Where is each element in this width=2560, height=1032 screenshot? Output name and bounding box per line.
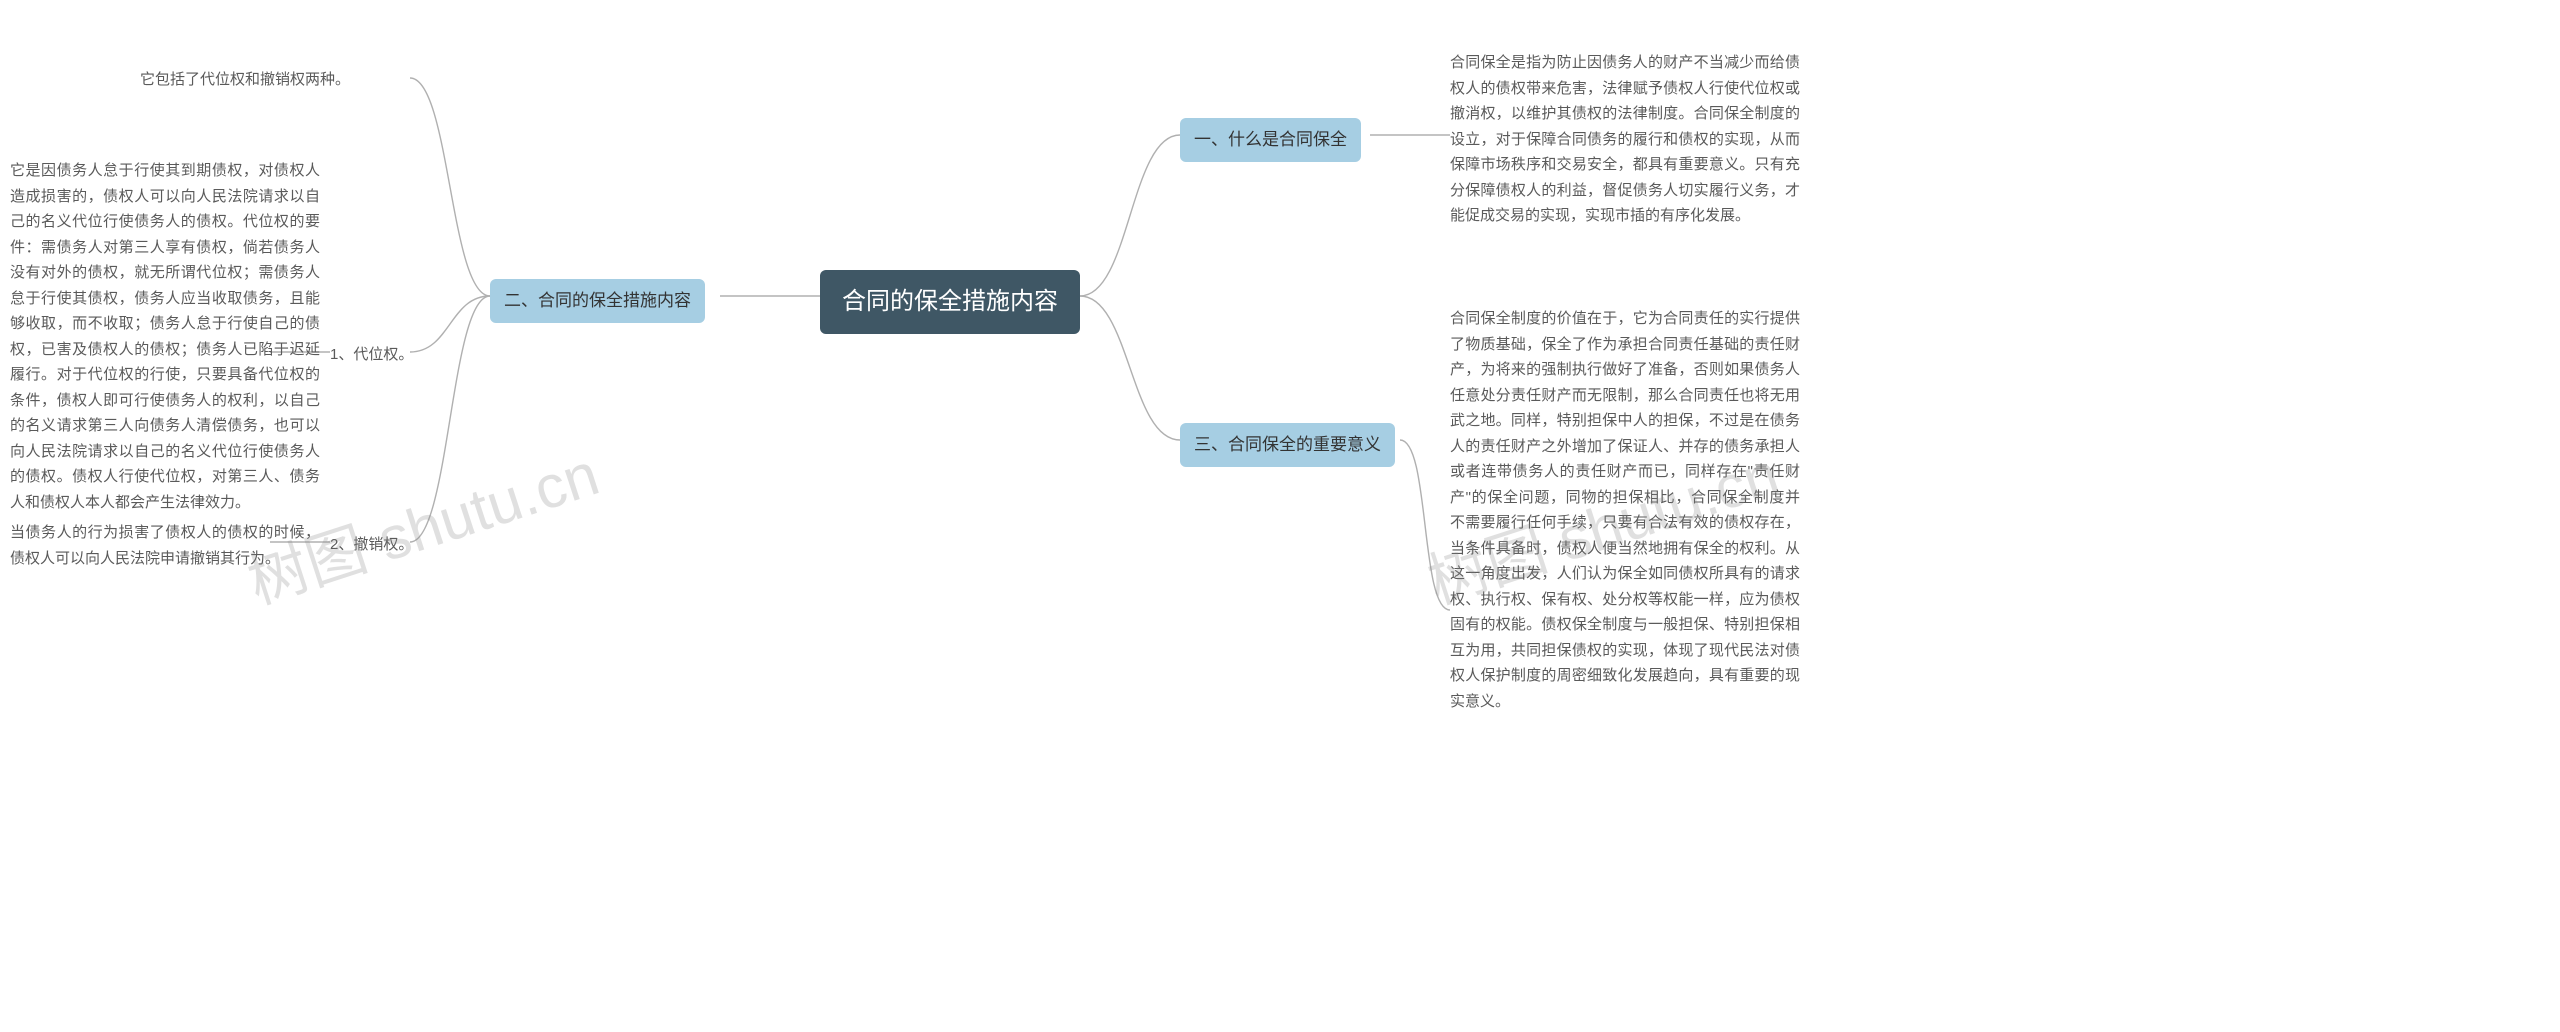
leaf-measures-intro: 它包括了代位权和撤销权两种。 xyxy=(140,68,350,92)
sub-daiwei-label: 1、代位权。 xyxy=(330,343,413,367)
sub-chexiao-body: 当债务人的行为损害了债权人的债权的时候，债权人可以向人民法院申请撤销其行为。 xyxy=(10,520,320,571)
sub-chexiao-label: 2、撤销权。 xyxy=(330,533,413,557)
branch-what-is: 一、什么是合同保全 xyxy=(1180,118,1361,162)
root-node: 合同的保全措施内容 xyxy=(820,270,1080,334)
branch-significance: 三、合同保全的重要意义 xyxy=(1180,423,1395,467)
sub-daiwei-body: 它是因债务人怠于行使其到期债权，对债权人造成损害的，债权人可以向人民法院请求以自… xyxy=(10,158,320,515)
branch-measures: 二、合同的保全措施内容 xyxy=(490,279,705,323)
leaf-significance-body: 合同保全制度的价值在于，它为合同责任的实行提供了物质基础，保全了作为承担合同责任… xyxy=(1450,306,1800,714)
leaf-what-is-body: 合同保全是指为防止因债务人的财产不当减少而给债权人的债权带来危害，法律赋予债权人… xyxy=(1450,50,1800,229)
